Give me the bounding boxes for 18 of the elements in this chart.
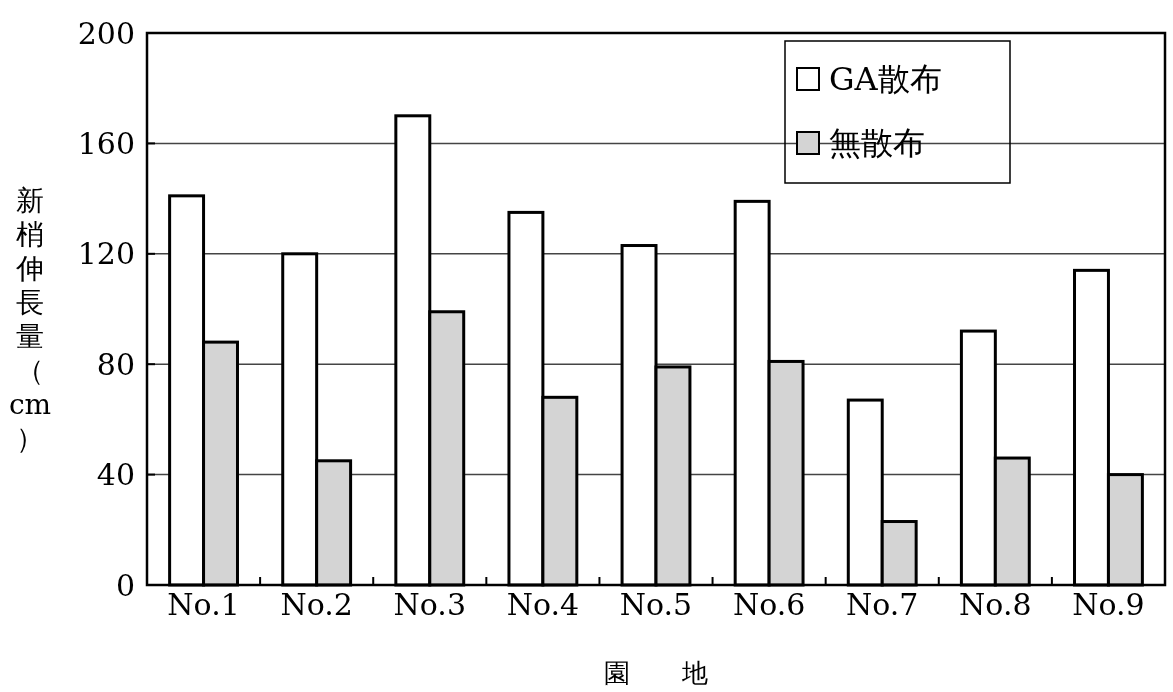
- x-tick-label: No.8: [959, 587, 1032, 622]
- y-tick-label: 200: [77, 15, 135, 51]
- y-tick-label: 120: [77, 236, 135, 272]
- x-axis-title: 園 地: [604, 658, 708, 688]
- x-tick-label: No.9: [1072, 587, 1145, 622]
- y-tick-label: 40: [96, 457, 135, 493]
- y-tick-label: 80: [96, 346, 135, 382]
- x-tick-label: No.6: [732, 587, 806, 622]
- y-tick-label: 160: [77, 125, 135, 161]
- y-tick-label: 0: [115, 567, 135, 603]
- x-tick-label: No.7: [846, 587, 919, 622]
- x-tick-label: No.2: [280, 587, 353, 622]
- x-tick-label: No.5: [619, 587, 693, 622]
- y-axis-title: 新梢伸長量（cm）: [8, 184, 52, 455]
- x-tick-label: No.1: [167, 587, 240, 622]
- x-tick-label: No.3: [393, 587, 466, 622]
- x-tick-label: No.4: [506, 587, 580, 622]
- legend-label: GA散布: [829, 60, 942, 98]
